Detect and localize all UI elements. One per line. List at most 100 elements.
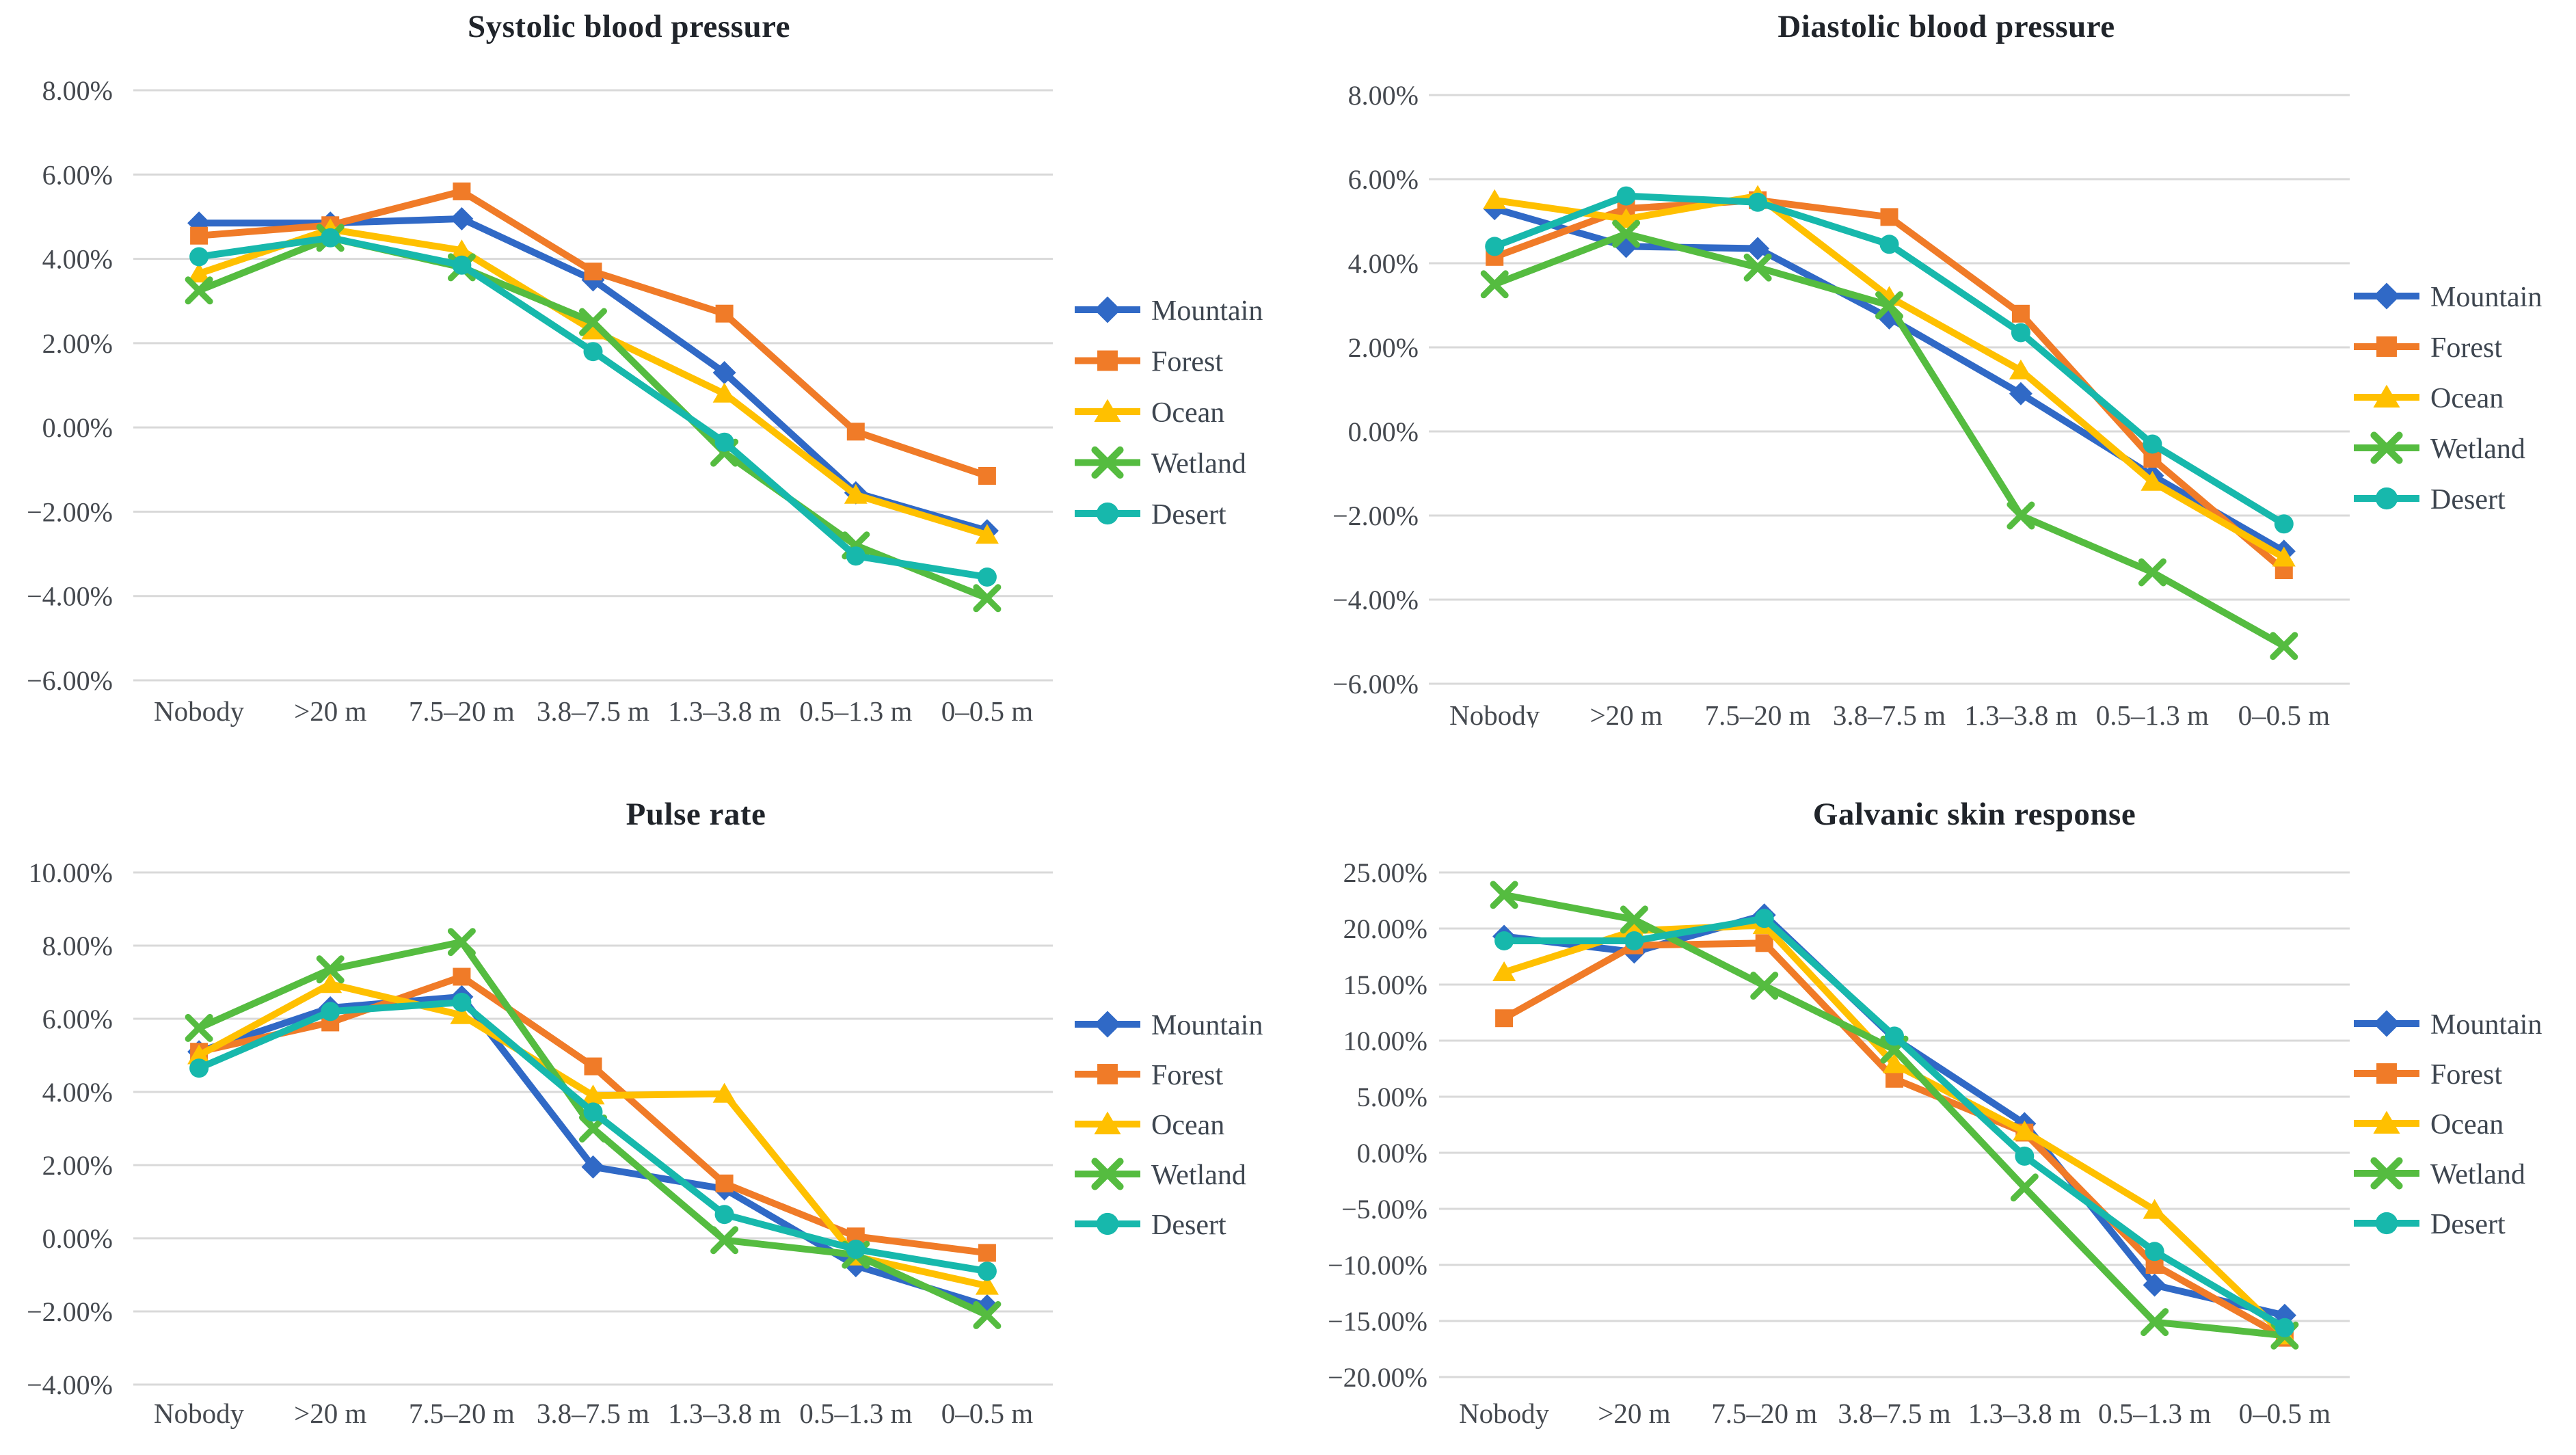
legend-label: Desert: [2430, 484, 2506, 516]
forest-marker: [1755, 934, 1773, 952]
desert-marker: [977, 568, 997, 587]
y-tick-label: 10.00%: [1343, 1026, 1427, 1056]
x-tick-label: 0.5–1.3 m: [2098, 1398, 2211, 1429]
x-tick-label: Nobody: [154, 695, 245, 727]
x-tick-label: 1.3–3.8 m: [668, 695, 781, 727]
y-tick-label: 20.00%: [1343, 913, 1427, 944]
y-tick-label: −10.00%: [1328, 1250, 1427, 1281]
desert-marker: [2274, 514, 2294, 534]
forest-marker: [715, 1174, 734, 1192]
ocean-marker: [975, 524, 999, 544]
y-tick-label: 8.00%: [42, 931, 113, 961]
legend-item-forest: Forest: [1075, 347, 1223, 378]
y-tick-label: 8.00%: [1348, 80, 1419, 111]
legend-item-mountain: Mountain: [2354, 1009, 2542, 1041]
legend-label: Forest: [1151, 1060, 1223, 1091]
ocean-marker: [450, 1004, 474, 1024]
legend-item-ocean: Ocean: [2354, 1109, 2504, 1140]
legend-desert-marker-icon: [2375, 487, 2398, 510]
forest-marker: [715, 304, 734, 323]
y-tick-label: 0.00%: [42, 1223, 113, 1254]
y-tick-label: 2.00%: [42, 1150, 113, 1181]
chart-title: Galvanic skin response: [1812, 797, 2136, 832]
x-tick-label: Nobody: [1459, 1398, 1550, 1429]
desert-marker: [189, 247, 209, 267]
desert-marker: [2143, 434, 2162, 454]
y-tick-label: 6.00%: [1348, 164, 1419, 195]
desert-marker: [452, 992, 472, 1012]
forest-marker: [978, 1244, 996, 1262]
legend-mountain-marker-icon: [2373, 1010, 2400, 1037]
legend-label: Desert: [2430, 1209, 2506, 1240]
x-tick-label: 1.3–3.8 m: [1964, 699, 2077, 728]
y-tick-label: 5.00%: [1357, 1082, 1427, 1112]
y-tick-label: −4.00%: [27, 581, 113, 612]
legend-item-forest: Forest: [2354, 332, 2502, 364]
wetland-marker: [2138, 558, 2166, 587]
series-wetland-line: [196, 234, 991, 602]
x-tick-label: 0.5–1.3 m: [2096, 699, 2209, 728]
x-tick-label: 1.3–3.8 m: [1968, 1398, 2081, 1429]
y-tick-label: 0.00%: [42, 412, 113, 443]
legend-item-ocean: Ocean: [2354, 383, 2504, 414]
desert-marker: [1494, 931, 1514, 950]
legend-label: Wetland: [2430, 1159, 2525, 1190]
legend-ocean-marker-icon: [1094, 1111, 1121, 1134]
wetland-marker: [185, 1013, 213, 1042]
y-tick-label: −20.00%: [1328, 1362, 1427, 1393]
desert-marker: [2015, 1146, 2035, 1166]
chart-pulse-rate: Pulse rate 10.00% 8.00% 6.00% 4.00% 2.00% 0.0…: [0, 728, 1306, 1455]
wetland-marker: [2007, 501, 2035, 530]
x-tick-label: 0–0.5 m: [2238, 699, 2331, 728]
desert-marker: [714, 1205, 734, 1225]
diastolic-plot-area: 8.00% 6.00% 4.00% 2.00% 0.00% −2.00% −4.00% −6.…: [1332, 80, 2542, 728]
ocean-marker: [1492, 961, 1516, 981]
ocean-marker: [187, 263, 211, 283]
desert-marker: [189, 1058, 209, 1078]
x-tick-label: 3.8–7.5 m: [1838, 1398, 1950, 1429]
legend-item-desert: Desert: [2354, 1209, 2506, 1240]
ocean-marker: [450, 239, 474, 260]
legend-label: Wetland: [1151, 1160, 1246, 1191]
wetland-marker: [2010, 1173, 2039, 1202]
wetland-marker: [710, 1226, 739, 1255]
wetland-marker: [316, 955, 345, 984]
legend-desert-marker-icon: [2375, 1212, 2398, 1235]
legend-item-mountain: Mountain: [2354, 282, 2542, 313]
legend-item-wetland: Wetland: [2354, 1157, 2525, 1190]
x-tick-label: 0–0.5 m: [941, 695, 1034, 727]
forest-marker: [1495, 1009, 1514, 1028]
x-tick-label: 3.8–7.5 m: [1833, 699, 1946, 728]
mountain-marker: [2009, 382, 2032, 405]
legend-label: Desert: [1151, 499, 1226, 531]
x-tick-label: 7.5–20 m: [1711, 1398, 1817, 1429]
legend-label: Mountain: [2430, 1009, 2542, 1041]
x-tick-label: 3.8–7.5 m: [537, 1398, 649, 1429]
wetland-marker: [2141, 1308, 2169, 1337]
legend-label: Mountain: [1151, 295, 1263, 327]
chart-title: Pulse rate: [626, 797, 766, 832]
chart-galvanic-skin-response: Galvanic skin response 25.00% 20.00% 15.00…: [1306, 728, 2576, 1455]
desert-marker: [1885, 1026, 1904, 1046]
ocean-marker: [712, 1082, 736, 1103]
legend-item-desert: Desert: [1075, 1210, 1226, 1241]
chart-diastolic-blood-pressure: Diastolic blood pressure 8.00% 6.00% 4.00%…: [1306, 0, 2576, 728]
y-tick-label: −6.00%: [27, 665, 113, 696]
x-tick-label: >20 m: [294, 695, 366, 727]
forest-marker: [453, 967, 471, 986]
legend-label: Desert: [1151, 1210, 1226, 1241]
x-tick-label: 0–0.5 m: [941, 1398, 1034, 1429]
desert-marker: [2011, 323, 2030, 343]
legend-desert-marker-icon: [1096, 502, 1119, 525]
forest-marker: [978, 467, 996, 485]
y-tick-label: −6.00%: [1332, 669, 1419, 699]
x-tick-label: 0–0.5 m: [2239, 1398, 2331, 1429]
desert-marker: [321, 1002, 340, 1022]
legend-mountain-marker-icon: [2373, 282, 2400, 310]
mountain-marker: [2143, 1273, 2166, 1297]
legend-desert-marker-icon: [1096, 1212, 1119, 1236]
mountain-marker: [712, 361, 736, 384]
ocean-marker: [1883, 1053, 1906, 1073]
ocean-marker: [2141, 470, 2164, 491]
